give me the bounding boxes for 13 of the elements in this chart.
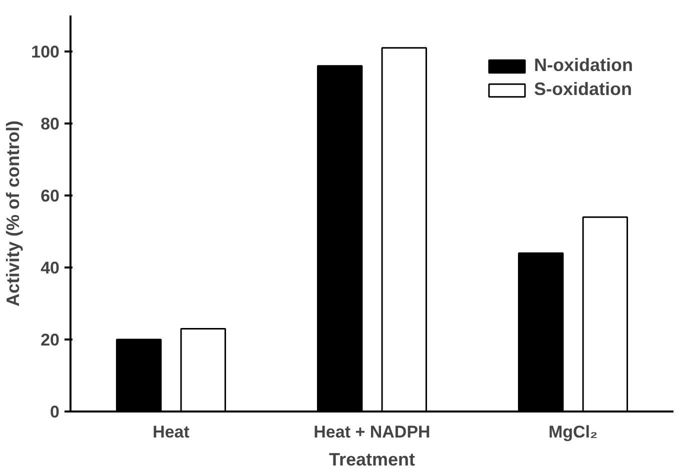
y-tick-label: 40	[40, 258, 60, 278]
legend-label: S-oxidation	[534, 79, 632, 100]
y-axis-title: Activity (% of control)	[3, 120, 24, 306]
x-axis-title: Treatment	[328, 450, 416, 470]
y-tick-label: 20	[40, 330, 60, 350]
legend-label: N-oxidation	[534, 55, 633, 76]
x-tick-label: MgCl₂	[548, 422, 598, 442]
y-tick-label: 80	[40, 114, 60, 134]
y-tick-label: 0	[50, 402, 60, 422]
x-tick-label: Heat + NADPH	[314, 422, 430, 442]
y-tick-label: 100	[31, 42, 60, 62]
y-tick-label: 60	[40, 186, 60, 206]
x-tick-label: Heat	[152, 422, 190, 442]
